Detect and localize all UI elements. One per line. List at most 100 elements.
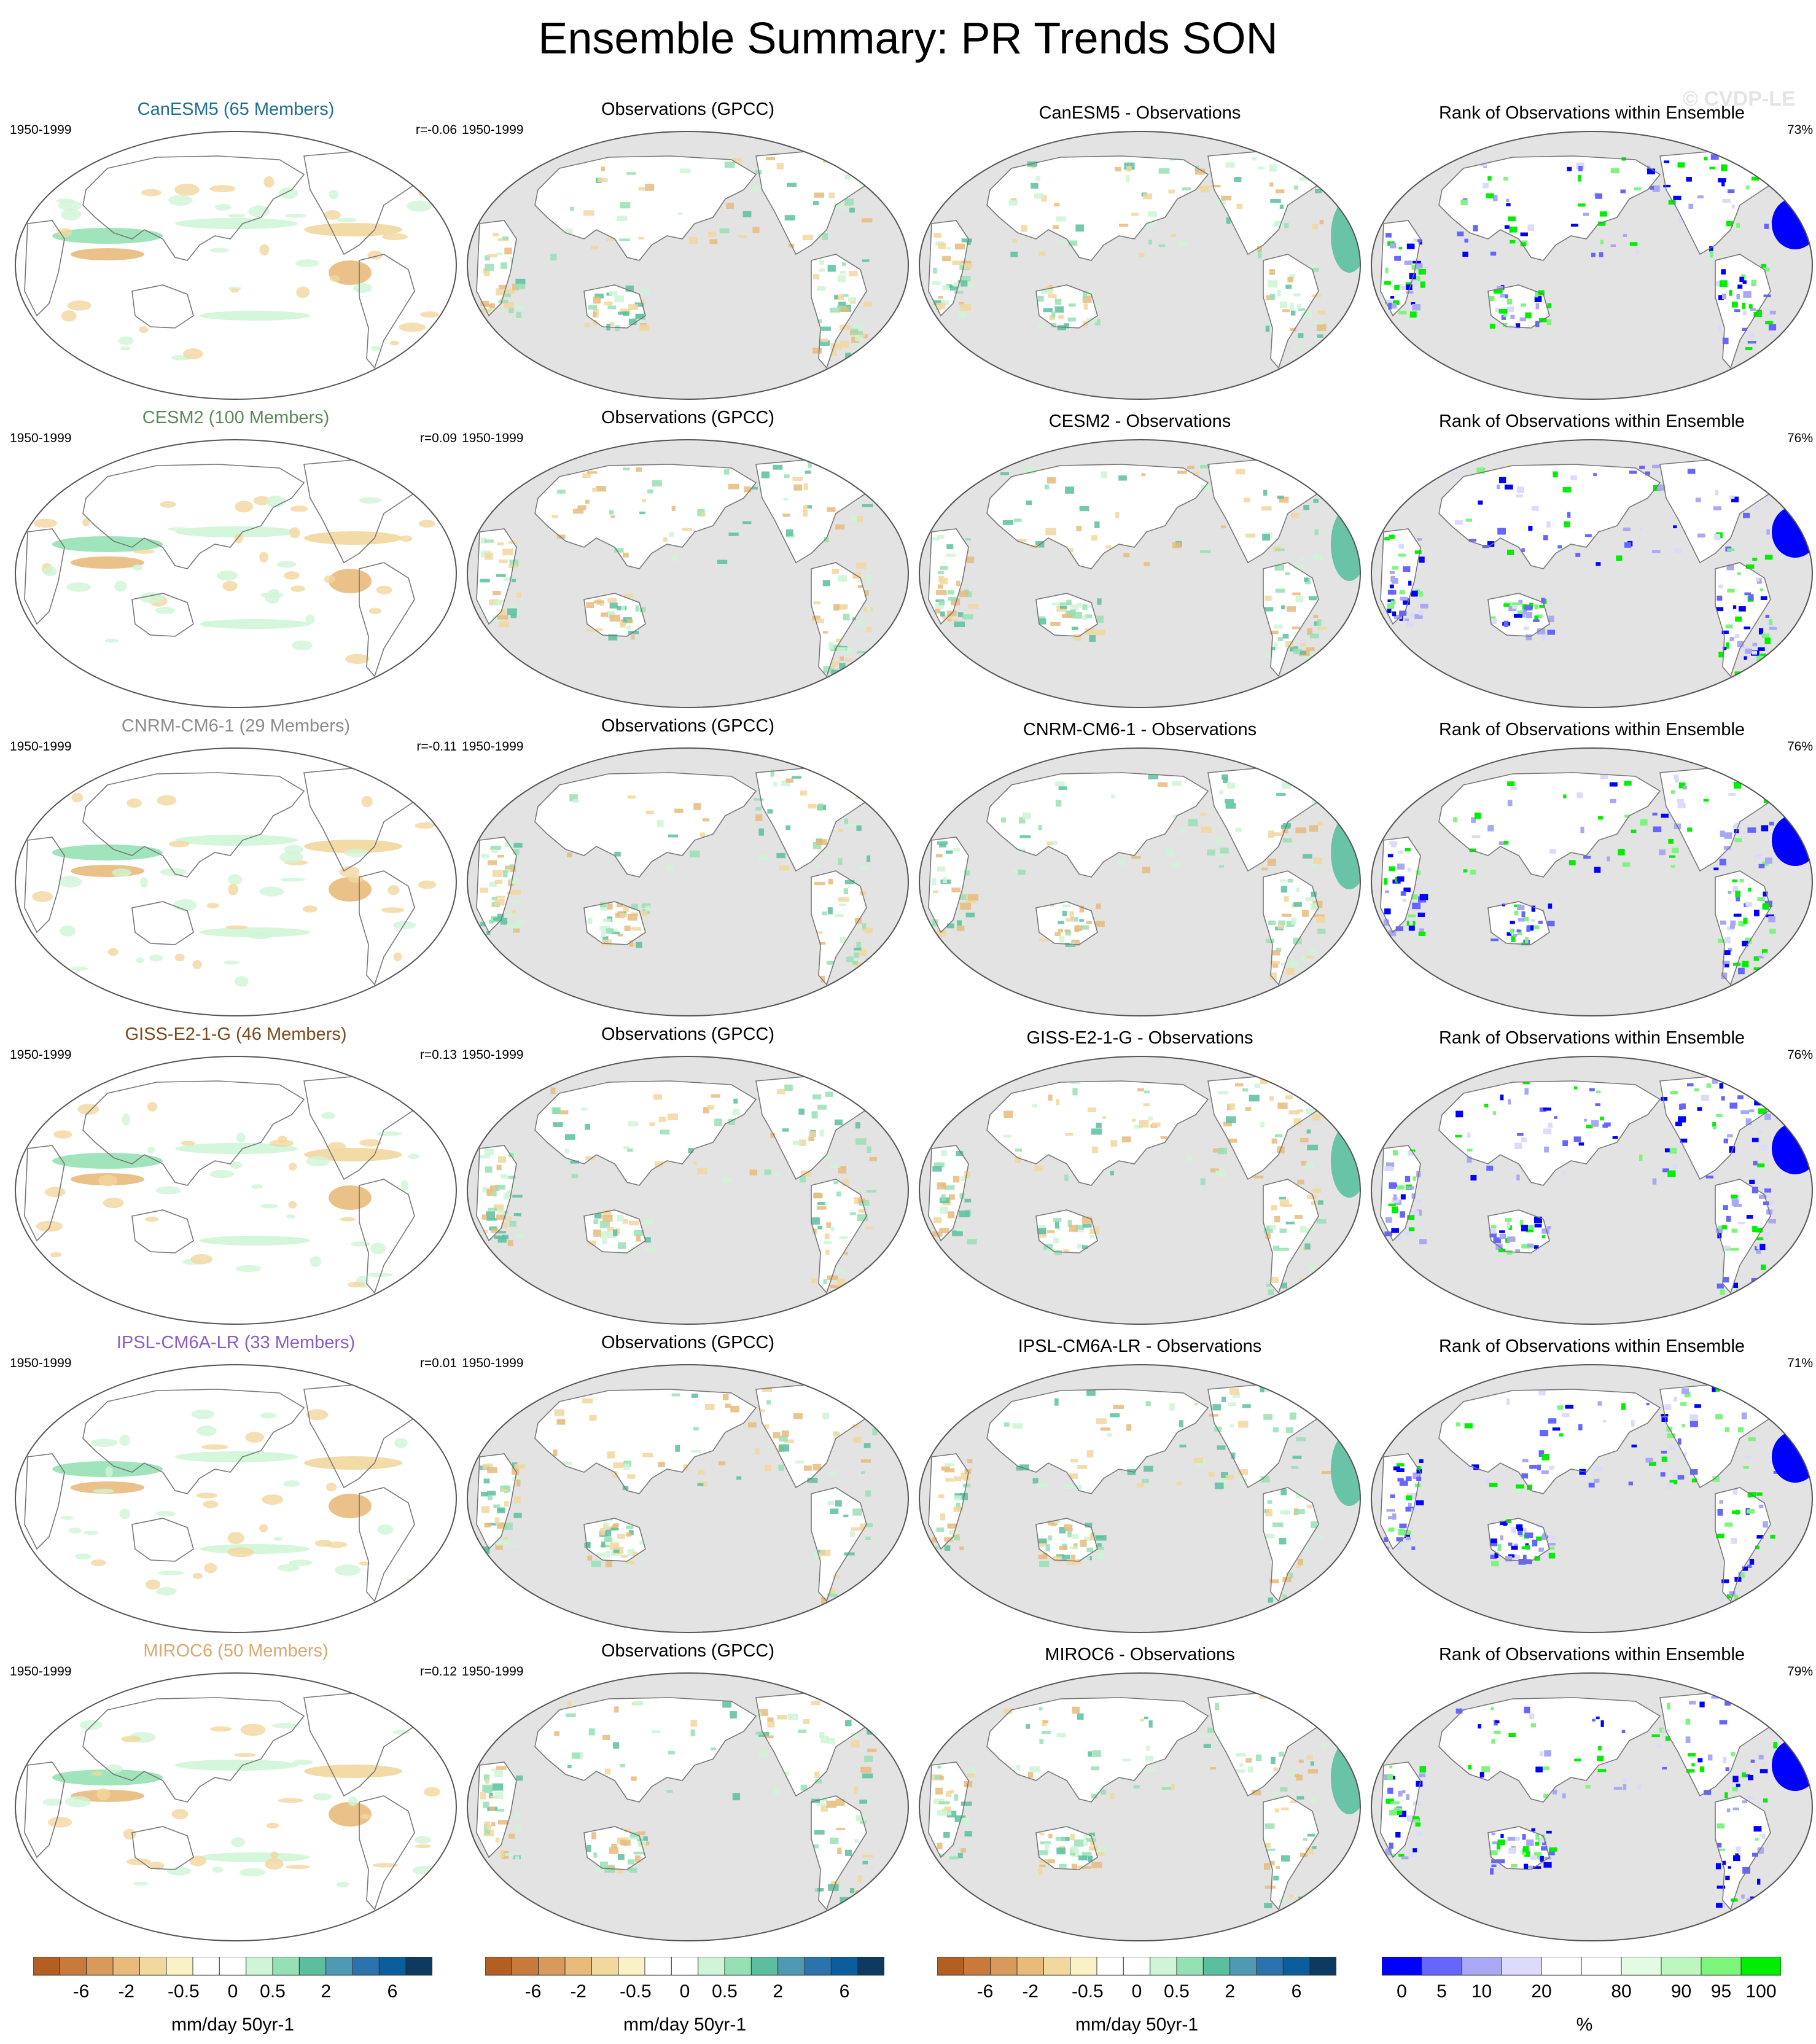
trend-1-colorbar-box — [830, 1957, 859, 1976]
trend-1-tick-label: 6 — [839, 1981, 850, 2002]
period-label: 1950-1999 — [10, 1356, 72, 1370]
trend-1-tick-label: -2 — [570, 1981, 586, 2002]
rank-map — [1371, 1056, 1813, 1325]
trend-2-colorbar-box — [1282, 1957, 1311, 1976]
trend-0-tick-label: 2 — [321, 1981, 331, 2002]
model-title: GISS-E2-1-G (46 Members) — [125, 1024, 347, 1044]
model-title: CanESM5 (65 Members) — [137, 99, 335, 119]
obs-title: Observations (GPCC) — [601, 1024, 774, 1044]
rank-percent-label: 79% — [1787, 1664, 1813, 1679]
rank-tick-label: 5 — [1436, 1981, 1447, 2002]
period-label: 1950-1999 — [10, 1664, 72, 1679]
model-title: CNRM-CM6-1 (29 Members) — [121, 716, 351, 736]
model-title: CESM2 (100 Members) — [142, 408, 330, 427]
trend-1-colorbar-box — [750, 1957, 779, 1976]
trend-1-colorbar-box — [564, 1957, 592, 1976]
model-map — [15, 439, 457, 708]
correlation-label: r=-0.06 — [415, 123, 457, 137]
trend-2-units-label: mm/day 50yr-1 — [1075, 2015, 1199, 2035]
trend-2-tick-label: -2 — [1022, 1981, 1039, 2002]
rank-percent-label: 73% — [1787, 123, 1813, 137]
trend-2-colorbar-box — [1256, 1957, 1284, 1976]
trend-0-units-label: mm/day 50yr-1 — [171, 2015, 295, 2035]
obs-period-label: 1950-1999 — [462, 739, 524, 754]
trend-1-colorbar-box — [724, 1957, 752, 1976]
trend-0-colorbar-box — [246, 1957, 273, 1976]
trend-2-colorbar-box — [1123, 1957, 1151, 1976]
model-panel: CESM2 (100 Members) 1950-1999 r=0.09 — [9, 408, 463, 715]
trend-1-colorbar-box — [777, 1957, 805, 1976]
model-map — [15, 131, 457, 400]
trend-0-colorbar-box — [33, 1957, 60, 1976]
model-title: MIROC6 (50 Members) — [143, 1641, 329, 1661]
model-map — [15, 1672, 457, 1941]
trend-2-colorbar-box — [937, 1957, 964, 1976]
rank-colorbar-box — [1382, 1957, 1422, 1976]
diff-title: CNRM-CM6-1 - Observations — [1023, 720, 1257, 739]
rank-percent-label: 76% — [1787, 1048, 1813, 1062]
model-panel: GISS-E2-1-G (46 Members) 1950-1999 r=0.13 — [9, 1024, 463, 1332]
rank-map — [1371, 1672, 1813, 1941]
period-label: 1950-1999 — [10, 431, 72, 445]
rank-title: Rank of Observations within Ensemble — [1438, 1028, 1745, 1048]
diff-panel: CNRM-CM6-1 - Observations — [913, 716, 1367, 1023]
diff-title: IPSL-CM6A-LR - Observations — [1018, 1336, 1262, 1356]
diff-title: MIROC6 - Observations — [1045, 1645, 1235, 1664]
rank-tick-label: 80 — [1611, 1981, 1632, 2002]
rank-panel: Rank of Observations within Ensemble 73% — [1365, 99, 1816, 407]
rank-colorbar-box — [1421, 1957, 1462, 1976]
rank-panel: Rank of Observations within Ensemble 76% — [1365, 408, 1816, 715]
correlation-label: r=0.12 — [419, 1664, 457, 1679]
trend-2-colorbar-box — [1016, 1957, 1044, 1976]
obs-panel: Observations (GPCC) 1950-1999 — [461, 1641, 915, 1948]
correlation-label: r=0.13 — [419, 1048, 457, 1062]
trend-0-colorbar-box — [325, 1957, 353, 1976]
rank-tick-label: 90 — [1670, 1981, 1692, 2002]
rank-colorbar-box — [1501, 1957, 1542, 1976]
obs-panel: Observations (GPCC) 1950-1999 — [461, 1333, 915, 1640]
obs-map — [467, 1364, 909, 1633]
trend-0-tick-label: -0.5 — [167, 1981, 200, 2002]
trend-2-colorbar-box — [1230, 1957, 1257, 1976]
trend-1-colorbar — [485, 1957, 884, 1976]
trend-1-colorbar-box — [804, 1957, 832, 1976]
model-map — [15, 1364, 457, 1633]
rank-tick-label: 95 — [1710, 1981, 1732, 2002]
trend-1-colorbar-box — [485, 1957, 512, 1976]
obs-map — [467, 1672, 909, 1941]
trend-1-colorbar-box — [538, 1957, 566, 1976]
trend-0-colorbar-box — [112, 1957, 140, 1976]
trend-0-colorbar-box — [352, 1957, 380, 1976]
rank-percent-label: 76% — [1787, 739, 1813, 754]
rank-panel: Rank of Observations within Ensemble 79% — [1365, 1641, 1816, 1948]
rank-map — [1371, 131, 1813, 400]
rank-map — [1371, 1364, 1813, 1633]
trend-1-tick-label: 2 — [773, 1981, 783, 2002]
trend-0-tick-label: -2 — [118, 1981, 134, 2002]
trend-0-colorbar-box — [59, 1957, 87, 1976]
diff-panel: MIROC6 - Observations — [913, 1641, 1367, 1948]
trend-2-tick-label: 6 — [1291, 1981, 1302, 2002]
trend-0-tick-label: 0.5 — [260, 1981, 286, 2002]
trend-1-units-label: mm/day 50yr-1 — [623, 2015, 747, 2035]
trend-2-colorbar-box — [990, 1957, 1018, 1976]
model-panel: CanESM5 (65 Members) 1950-1999 r=-0.06 — [9, 99, 463, 407]
trend-2-colorbar-box — [1096, 1957, 1124, 1976]
trend-0-colorbar-box — [166, 1957, 193, 1976]
obs-panel: Observations (GPCC) 1950-1999 — [461, 1024, 915, 1332]
trend-0-colorbar — [33, 1957, 432, 1976]
rank-map — [1371, 439, 1813, 708]
obs-period-label: 1950-1999 — [462, 1048, 524, 1062]
trend-1-colorbar-box — [644, 1957, 672, 1976]
diff-panel: GISS-E2-1-G - Observations — [913, 1024, 1367, 1332]
trend-0-colorbar-box — [219, 1957, 247, 1976]
trend-1-tick-label: 0.5 — [712, 1981, 738, 2002]
correlation-label: r=-0.11 — [416, 739, 457, 754]
diff-map — [919, 1672, 1361, 1941]
rank-colorbar-box — [1581, 1957, 1622, 1976]
trend-0-colorbar-box — [86, 1957, 114, 1976]
period-label: 1950-1999 — [10, 123, 72, 137]
rank-title: Rank of Observations within Ensemble — [1438, 720, 1745, 739]
trend-1-tick-label: 0 — [679, 1981, 690, 2002]
trend-1-colorbar-box — [671, 1957, 699, 1976]
